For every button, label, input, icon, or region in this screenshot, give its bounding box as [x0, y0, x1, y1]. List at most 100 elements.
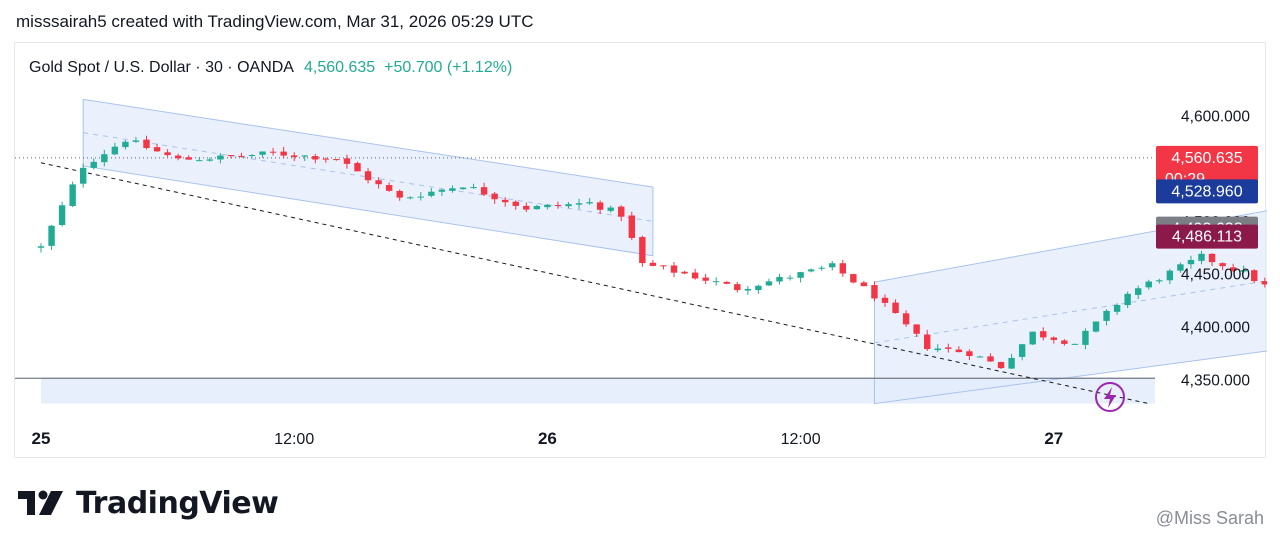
candle-body: [111, 146, 119, 155]
candle-body: [913, 324, 920, 334]
candle-body: [470, 187, 477, 189]
candle-body: [860, 282, 868, 287]
watermark-text: @Miss Sarah: [1155, 508, 1264, 528]
candle-body: [69, 184, 76, 206]
candle-body: [1071, 343, 1079, 345]
candle-body: [1113, 304, 1121, 312]
candle-body: [1135, 288, 1142, 295]
candle-body: [765, 281, 773, 286]
candle-body: [153, 147, 161, 152]
candle-body: [322, 158, 330, 160]
x-tick-label: 27: [1044, 429, 1063, 448]
candle-body: [955, 349, 963, 353]
candle-body: [997, 362, 1005, 369]
candle-body: [544, 204, 551, 208]
candle-body: [639, 237, 646, 264]
candle-body: [227, 155, 235, 157]
chart-attribution: misssairah5 created with TradingView.com…: [16, 12, 534, 31]
candle-body: [301, 155, 308, 157]
candle-body: [1187, 259, 1195, 265]
candle-body: [670, 265, 678, 273]
dashed-trendline: [40, 162, 1149, 405]
candle-body: [291, 155, 298, 158]
candle-body: [966, 351, 973, 356]
candle-body: [1008, 357, 1015, 369]
candle-body: [554, 205, 562, 207]
tradingview-logo[interactable]: TradingView: [18, 486, 279, 521]
candle-body: [417, 196, 424, 198]
candle-body: [533, 206, 541, 210]
candle-body: [164, 152, 171, 156]
symbol-title[interactable]: Gold Spot / U.S. Dollar · 30 · OANDA: [29, 59, 294, 76]
candle-body: [1166, 270, 1174, 281]
price-badges-layer: 4,560.63500:294,528.9604,493.6384,486.11…: [1156, 145, 1258, 249]
price-badge-label: 4,486.113: [1172, 229, 1242, 246]
candle-body: [1103, 310, 1110, 321]
candle-body: [1061, 340, 1068, 344]
candle-body: [987, 356, 994, 362]
candle-body: [491, 193, 498, 200]
candle-body: [596, 202, 604, 210]
candle-body: [934, 348, 941, 351]
chart-panel[interactable]: Gold Spot / U.S. Dollar · 30 · OANDA 4,5…: [14, 42, 1267, 459]
candle-body: [586, 202, 593, 204]
candle-body: [850, 274, 857, 283]
candle-body: [1029, 331, 1036, 345]
candle-body: [1124, 293, 1131, 306]
candle-body: [248, 155, 256, 157]
candle-body: [480, 187, 488, 195]
candle-body: [354, 163, 361, 172]
price-chart[interactable]: Gold Spot / U.S. Dollar · 30 · OANDA 4,5…: [15, 43, 1267, 459]
candle-body: [829, 263, 836, 268]
candle-body: [818, 267, 825, 269]
candle-body: [143, 139, 150, 148]
candle-body: [1219, 263, 1226, 267]
y-tick-label: 4,450.000: [1181, 267, 1250, 284]
candle-body: [1156, 280, 1163, 282]
candle-body: [259, 151, 266, 155]
price-badge: [1156, 145, 1258, 190]
candle-body: [90, 161, 97, 168]
candle-body: [122, 141, 129, 148]
candle-body: [375, 180, 382, 185]
candle-body: [1251, 270, 1258, 282]
candle-body: [807, 269, 815, 272]
x-tick-label: 26: [538, 429, 557, 448]
candle-body: [945, 347, 952, 349]
candle-body: [924, 334, 931, 350]
price-badge: [1156, 179, 1258, 204]
lightning-alert-icon: [1104, 387, 1116, 408]
candle-body: [312, 156, 319, 160]
candle-body: [892, 302, 899, 314]
candle-body: [333, 159, 340, 161]
candle-body: [649, 262, 657, 266]
candle-body: [132, 140, 140, 142]
candle-body: [1261, 281, 1267, 285]
candle-body: [269, 151, 277, 153]
channels-layer: [82, 98, 1267, 405]
y-tick-label: 4,600.000: [1181, 108, 1250, 125]
candle-body: [396, 190, 403, 198]
price-badge-label: 4,560.635: [1171, 150, 1242, 167]
candle-body: [185, 157, 192, 160]
candle-body: [459, 187, 467, 190]
candle-body: [607, 207, 614, 211]
candle-body: [681, 271, 688, 274]
text-layer: Gold Spot / U.S. Dollar · 30 · OANDA 4,5…: [29, 59, 512, 76]
alert-button[interactable]: [1095, 382, 1125, 412]
candle-body: [786, 277, 794, 279]
candle-body: [565, 204, 572, 207]
candle-body: [502, 199, 509, 203]
candle-body: [723, 281, 730, 284]
candle-body: [174, 155, 182, 159]
x-tick-label: 12:00: [781, 431, 821, 448]
x-tick-label: 25: [32, 429, 51, 448]
candle-body: [1145, 281, 1152, 288]
candle-body: [48, 225, 55, 246]
candle-body: [1240, 270, 1247, 272]
candle-body: [702, 277, 709, 281]
candle-body: [660, 265, 667, 267]
candle-body: [364, 171, 372, 181]
candle-body: [1040, 331, 1047, 338]
candle-body: [618, 206, 625, 217]
